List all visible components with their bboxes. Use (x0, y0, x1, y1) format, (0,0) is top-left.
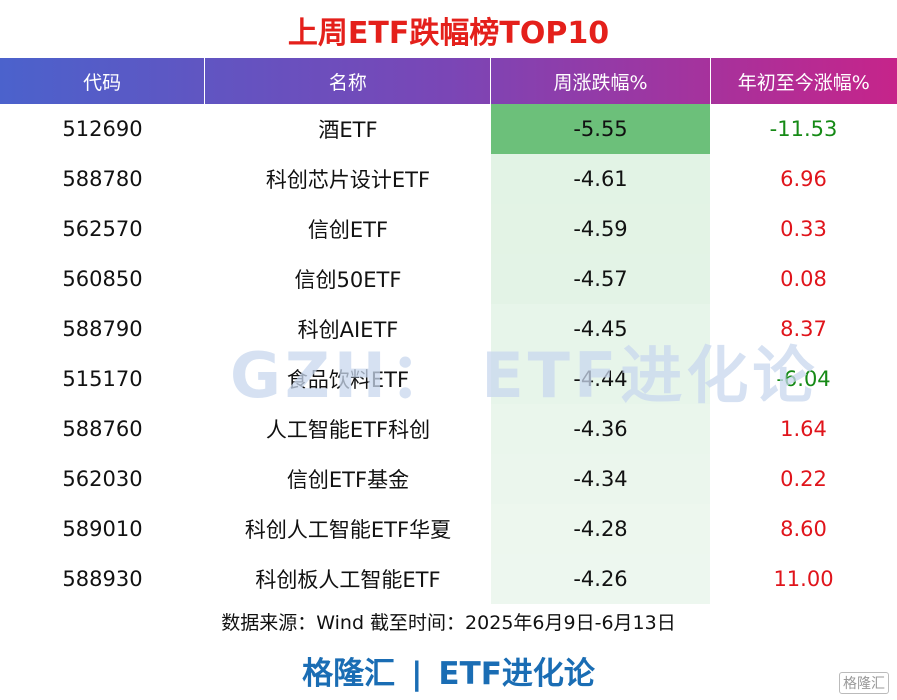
table-cell: -4.59 (491, 204, 710, 254)
table-cell: 信创ETF基金 (286, 468, 410, 492)
table-cell: -4.45 (491, 304, 710, 354)
table-cell: 512690 (62, 117, 143, 141)
table-row: 562030 信创ETF基金 -4.34 0.22 (0, 454, 897, 504)
table-body: 512690 酒ETF -5.55 -11.53 588780 科创芯片设计ETF -4.6… (0, 104, 897, 604)
table-row: 589010 科创人工智能ETF华夏 -4.28 8.60 (0, 504, 897, 554)
table-cell: 562570 (62, 217, 143, 241)
table-cell: 562030 (62, 467, 143, 491)
table-cell: 0.22 (780, 467, 827, 491)
column-header: 年初至今涨幅% (709, 58, 897, 104)
footer: 格隆汇 | ETF进化论 (0, 648, 897, 693)
channel: ETF进化论 (438, 656, 595, 692)
table-cell: -5.55 (491, 104, 710, 154)
table-cell: 560850 (62, 267, 143, 291)
table-cell: 人工智能ETF科创 (265, 418, 431, 442)
table-cell: 0.33 (780, 217, 827, 241)
table-cell: 515170 (62, 367, 143, 391)
table-cell: 11.00 (773, 567, 834, 591)
table-cell: 588780 (62, 167, 143, 191)
column-header: 周涨跌幅% (553, 71, 648, 94)
table-cell: -4.34 (491, 454, 710, 504)
table-cell: -4.44 (491, 354, 710, 404)
table-cell: -4.61 (491, 154, 710, 204)
table-row: 588780 科创芯片设计ETF -4.61 6.96 (0, 154, 897, 204)
table-header: 代码 名称 周涨跌幅% 年初至今涨幅% (0, 58, 897, 104)
table-cell: -4.26 (491, 554, 710, 604)
table-cell: 科创板人工智能ETF (255, 568, 441, 592)
table-cell: 酒ETF (318, 118, 378, 142)
title: 上周ETF跌幅榜TOP10 (287, 16, 610, 51)
table-cell: 8.37 (780, 317, 827, 341)
table-cell: 588930 (62, 567, 143, 591)
table-cell: 科创AIETF (297, 318, 399, 342)
source-note: 数据来源：Wind 截至时间：2025年6月9日-6月13日 (221, 612, 676, 634)
table-cell: -4.57 (491, 254, 710, 304)
column-header: 名称 (204, 58, 492, 104)
table-cell: 8.60 (780, 517, 827, 541)
separator: | (411, 656, 423, 692)
table-cell: 科创人工智能ETF华夏 (244, 518, 452, 542)
brand: 格隆汇 (302, 656, 396, 692)
table-row: 562570 信创ETF -4.59 0.33 (0, 204, 897, 254)
table-cell: 信创50ETF (294, 268, 402, 292)
table-cell: 信创ETF (307, 218, 389, 242)
table-cell: -6.04 (776, 367, 831, 391)
table-row: 588760 人工智能ETF科创 -4.36 1.64 (0, 404, 897, 454)
table-cell: 食品饮料ETF (286, 368, 410, 392)
table-cell: -4.28 (491, 504, 710, 554)
table-row: 560850 信创50ETF -4.57 0.08 (0, 254, 897, 304)
logo: 格隆汇 (839, 672, 889, 694)
table-cell: 科创芯片设计ETF (265, 168, 431, 192)
table-cell: -4.36 (491, 404, 710, 454)
table-row: 588930 科创板人工智能ETF -4.26 11.00 (0, 554, 897, 604)
table-cell: 589010 (62, 517, 143, 541)
table-cell: 1.64 (780, 417, 827, 441)
table-cell: 588760 (62, 417, 143, 441)
column-header: 代码 (83, 71, 122, 94)
table-row: 588790 科创AIETF -4.45 8.37 (0, 304, 897, 354)
table-row: 512690 酒ETF -5.55 -11.53 (0, 104, 897, 154)
table-cell: 588790 (62, 317, 143, 341)
table-cell: 0.08 (780, 267, 827, 291)
table-cell: -11.53 (769, 117, 838, 141)
table-row: 515170 食品饮料ETF -4.44 -6.04 (0, 354, 897, 404)
table-cell: 6.96 (780, 167, 827, 191)
